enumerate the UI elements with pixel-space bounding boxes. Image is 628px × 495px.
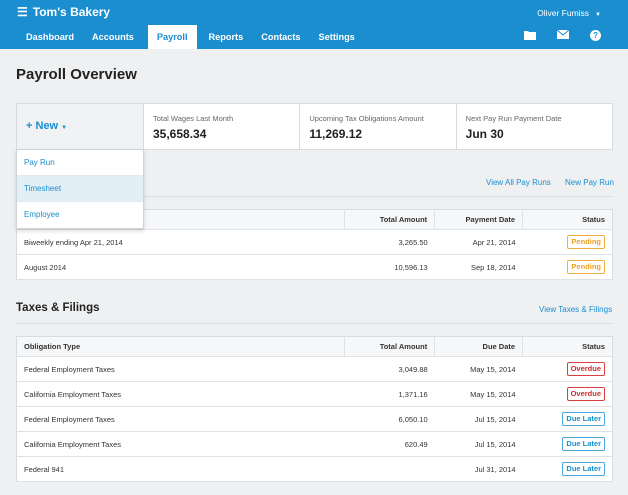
stat-value: Jun 30 (465, 127, 504, 141)
status-badge: Pending (567, 260, 605, 274)
amount-cell: 3,265.50 (344, 229, 435, 255)
user-menu[interactable]: Oliver Fumiss ▼ (537, 8, 601, 18)
app-name: Tom's Bakery (32, 5, 111, 19)
pay-run-name[interactable]: August 2014 (16, 254, 345, 280)
summary-bar: + New ▼ Total Wages Last Month 35,658.34 … (16, 103, 613, 150)
status-badge: Overdue (566, 387, 605, 401)
taxes-section-title: Taxes & Filings (16, 302, 100, 314)
status-cell: Due Later (522, 431, 613, 457)
column-header: Status (522, 209, 613, 230)
amount-cell (344, 456, 435, 482)
divider (16, 323, 613, 324)
tab-payroll[interactable]: Payroll (147, 25, 197, 49)
status-cell: Pending (522, 229, 613, 255)
status-cell: Overdue (522, 356, 613, 382)
obligation-type: California Employment Taxes (16, 431, 345, 457)
table-row[interactable]: Federal 941 Jul 31, 2014 Due Later (16, 456, 613, 482)
status-cell: Overdue (522, 381, 613, 407)
view-taxes-filings-link[interactable]: View Taxes & Filings (539, 305, 613, 314)
menu-item-employee[interactable]: Employee (24, 210, 60, 219)
new-button-label: + New (26, 120, 59, 132)
status-badge: Due Later (562, 412, 605, 426)
column-header: Total Amount (344, 209, 435, 230)
table-row[interactable]: California Employment Taxes 620.49 Jul 1… (16, 431, 613, 457)
folder-icon[interactable] (521, 30, 538, 43)
divider (16, 196, 613, 197)
stat-next-pay-run: Next Pay Run Payment Date Jun 30 (457, 104, 612, 149)
column-header: Status (522, 336, 613, 357)
date-cell: Sep 18, 2014 (434, 254, 523, 280)
menu-item-timesheet[interactable]: Timesheet (17, 176, 143, 202)
mail-icon[interactable] (554, 29, 571, 43)
stat-value: 11,269.12 (309, 127, 363, 141)
stat-label: Next Pay Run Payment Date (465, 114, 562, 123)
app-brand[interactable]: ☰ Tom's Bakery (17, 5, 110, 19)
tab-reports[interactable]: Reports (208, 32, 244, 42)
amount-cell: 6,050.10 (344, 406, 435, 432)
view-all-pay-runs-link[interactable]: View All Pay Runs (486, 178, 551, 187)
stat-tax-obligations: Upcoming Tax Obligations Amount 11,269.1… (300, 104, 457, 149)
top-header: ☰ Tom's Bakery Oliver Fumiss ▼ Dashboard … (0, 0, 628, 49)
tab-dashboard[interactable]: Dashboard (26, 32, 74, 42)
amount-cell: 3,049.88 (344, 356, 435, 382)
table-row[interactable]: California Employment Taxes 1,371.16 May… (16, 381, 613, 407)
obligation-type: California Employment Taxes (16, 381, 345, 407)
table-row[interactable]: Federal Employment Taxes 3,049.88 May 15… (16, 356, 613, 382)
taxes-table: Obligation Type Total Amount Due Date St… (16, 336, 613, 482)
table-row[interactable]: August 2014 10,596.13 Sep 18, 2014 Pendi… (16, 254, 613, 280)
status-badge: Overdue (566, 362, 605, 376)
menu-item-pay-run[interactable]: Pay Run (17, 150, 143, 176)
table-row[interactable]: Biweekly ending Apr 21, 2014 3,265.50 Ap… (16, 229, 613, 255)
date-cell: Jul 31, 2014 (434, 456, 523, 482)
obligation-type: Federal Employment Taxes (16, 356, 345, 382)
date-cell: Jul 15, 2014 (434, 406, 523, 432)
column-header: Due Date (434, 336, 523, 357)
obligation-type: Federal Employment Taxes (16, 406, 345, 432)
status-badge: Due Later (562, 462, 605, 476)
date-cell: Jul 15, 2014 (434, 431, 523, 457)
chevron-down-icon: ▼ (61, 125, 68, 131)
amount-cell: 1,371.16 (344, 381, 435, 407)
status-badge: Pending (567, 235, 605, 249)
stat-label: Total Wages Last Month (153, 114, 234, 123)
tab-settings[interactable]: Settings (318, 32, 355, 42)
new-dropdown-menu: Pay Run Timesheet Employee (16, 149, 144, 229)
amount-cell: 620.49 (344, 431, 435, 457)
help-icon[interactable]: ? (587, 30, 604, 43)
status-cell: Pending (522, 254, 613, 280)
chevron-down-icon: ▼ (595, 12, 601, 18)
table-header-row: Obligation Type Total Amount Due Date St… (16, 336, 613, 357)
column-header: Payment Date (434, 209, 523, 230)
amount-cell: 10,596.13 (344, 254, 435, 280)
page-title: Payroll Overview (16, 66, 137, 83)
tab-accounts[interactable]: Accounts (92, 32, 134, 42)
new-pay-run-link[interactable]: New Pay Run (565, 178, 614, 187)
status-cell: Due Later (522, 406, 613, 432)
date-cell: May 15, 2014 (434, 356, 523, 382)
main-nav: Dashboard Accounts Payroll Reports Conta… (0, 25, 364, 49)
stat-total-wages: Total Wages Last Month 35,658.34 (144, 104, 301, 149)
date-cell: May 15, 2014 (434, 381, 523, 407)
new-button[interactable]: + New ▼ (17, 104, 144, 149)
tab-contacts[interactable]: Contacts (261, 32, 301, 42)
pay-runs-table: Total Amount Payment Date Status Biweekl… (16, 209, 613, 280)
status-badge: Due Later (562, 437, 605, 451)
stat-value: 35,658.34 (153, 127, 207, 141)
obligation-type: Federal 941 (16, 456, 345, 482)
date-cell: Apr 21, 2014 (434, 229, 523, 255)
column-header: Obligation Type (16, 336, 345, 357)
column-header: Total Amount (344, 336, 435, 357)
stat-label: Upcoming Tax Obligations Amount (309, 114, 424, 123)
status-cell: Due Later (522, 456, 613, 482)
list-menu-icon[interactable]: ☰ (17, 5, 28, 19)
user-name: Oliver Fumiss (537, 8, 590, 18)
table-row[interactable]: Federal Employment Taxes 6,050.10 Jul 15… (16, 406, 613, 432)
pay-run-name[interactable]: Biweekly ending Apr 21, 2014 (16, 229, 345, 255)
